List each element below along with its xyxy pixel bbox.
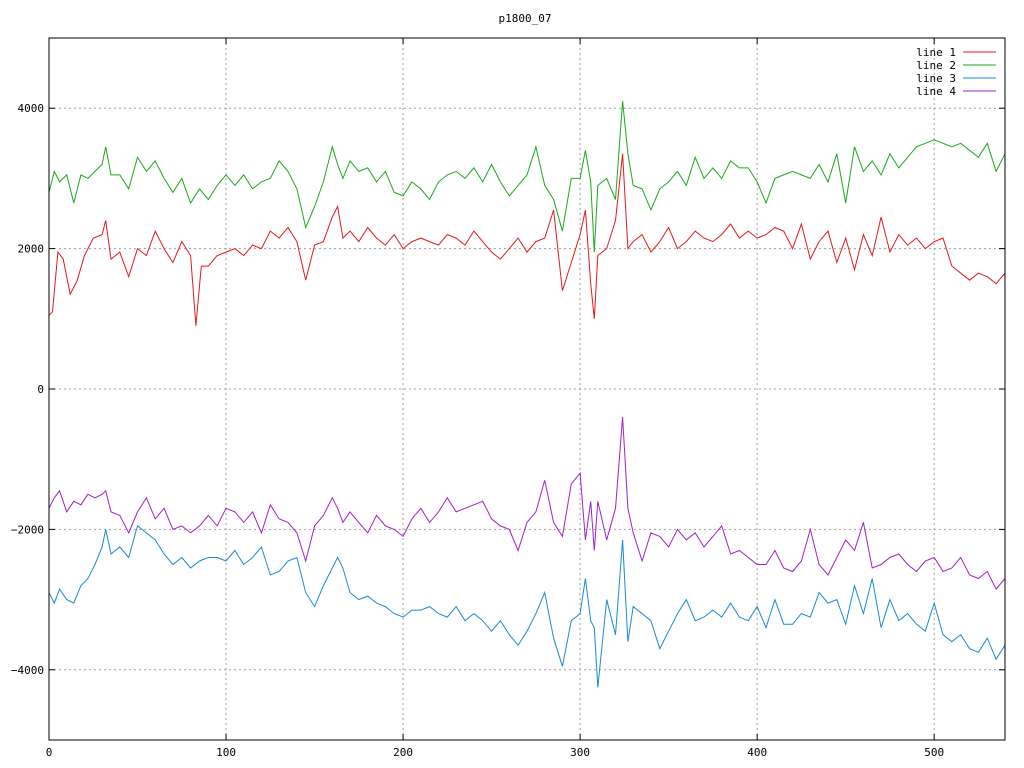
y-tick-label: 4000	[18, 102, 45, 115]
x-tick-label: 0	[46, 746, 53, 759]
x-tick-label: 500	[924, 746, 944, 759]
series-layer	[48, 101, 1006, 688]
y-tick-label: −4000	[11, 664, 44, 677]
series-line-2	[48, 101, 1006, 253]
y-tick-label: 2000	[18, 243, 45, 256]
legend-label: line 1	[916, 46, 956, 59]
x-tick-label: 200	[393, 746, 413, 759]
plot-frame	[48, 37, 1006, 741]
x-tick-label: 300	[570, 746, 590, 759]
y-tick-label: −2000	[11, 523, 44, 536]
x-tick-label: 100	[216, 746, 236, 759]
chart-title: p1800_07	[499, 12, 552, 25]
legend-label: line 4	[916, 85, 956, 98]
series-line-1	[48, 153, 1006, 326]
series-line-3	[48, 525, 1006, 688]
legend-label: line 2	[916, 59, 956, 72]
y-tick-label: 0	[37, 383, 44, 396]
series-line-4	[48, 417, 1006, 591]
legend-label: line 3	[916, 72, 956, 85]
axis-ticks: 0 100 200 300 400 500 −4000 −2000 0 2000 4000	[11, 38, 1005, 759]
x-tick-label: 400	[747, 746, 767, 759]
grid-layer	[48, 38, 1005, 740]
